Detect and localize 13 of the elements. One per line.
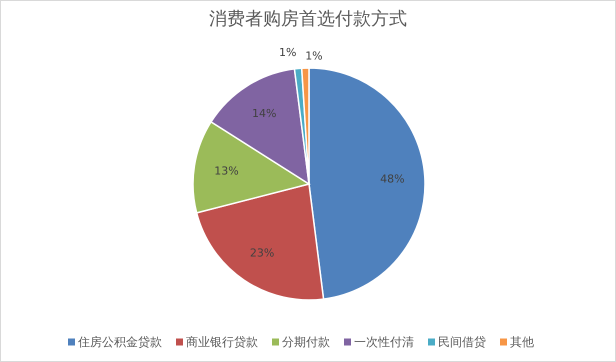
data-label: 23% (250, 246, 274, 260)
legend-label: 民间借贷 (438, 335, 486, 349)
legend-label: 一次性付清 (354, 335, 414, 349)
data-label: 48% (380, 172, 405, 186)
legend-label: 其他 (510, 335, 534, 349)
data-label: 1% (305, 50, 323, 63)
data-label: 1% (279, 46, 296, 60)
legend-label: 住房公积金贷款 (77, 335, 162, 349)
chart-title: 消费者购房首选付款方式 (209, 8, 407, 30)
data-label: 13% (214, 164, 239, 178)
data-label: 14% (252, 106, 276, 120)
legend-label: 分期付款 (282, 335, 330, 349)
legend-label: 商业银行贷款 (186, 335, 258, 349)
